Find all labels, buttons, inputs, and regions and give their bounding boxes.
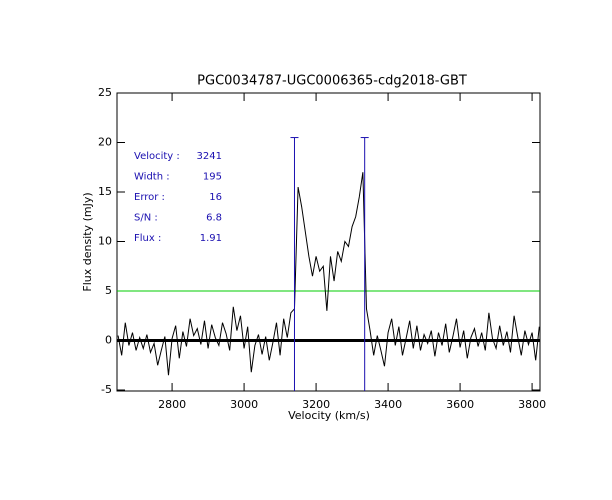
annotation-value: 1.91 xyxy=(200,233,222,244)
x-axis-label: Velocity (km/s) xyxy=(288,409,370,422)
annotation-value: 3241 xyxy=(197,151,222,162)
y-tick-label: 0 xyxy=(105,334,112,347)
y-tick-label: 25 xyxy=(98,86,112,99)
spectrum-line xyxy=(117,172,540,376)
y-tick-label: 15 xyxy=(98,185,112,198)
y-tick-label: 5 xyxy=(105,284,112,297)
x-tick-label: 3400 xyxy=(374,398,402,411)
x-tick-label: 2800 xyxy=(158,398,186,411)
annotation-value: 195 xyxy=(203,172,222,183)
annotation-label: Error : xyxy=(134,192,165,203)
chart-title: PGC0034787-UGC0006365-cdg2018-GBT xyxy=(197,74,467,89)
annotation-label: S/N : xyxy=(134,213,158,224)
annotation-label: Width : xyxy=(134,172,170,183)
annotation-value: 6.8 xyxy=(206,213,222,224)
x-tick-label: 3000 xyxy=(230,398,258,411)
x-tick-label: 3600 xyxy=(446,398,474,411)
y-tick-label: 10 xyxy=(98,235,112,248)
annotation-label: Flux : xyxy=(134,233,161,244)
y-tick-label: -5 xyxy=(101,383,112,396)
x-tick-label: 3800 xyxy=(518,398,546,411)
x-tick-label: 3200 xyxy=(302,398,330,411)
y-tick-label: 20 xyxy=(98,136,112,149)
annotation-value: 16 xyxy=(209,192,222,203)
y-axis-label: Flux density (mJy) xyxy=(81,192,94,291)
annotation-label: Velocity : xyxy=(134,151,180,162)
